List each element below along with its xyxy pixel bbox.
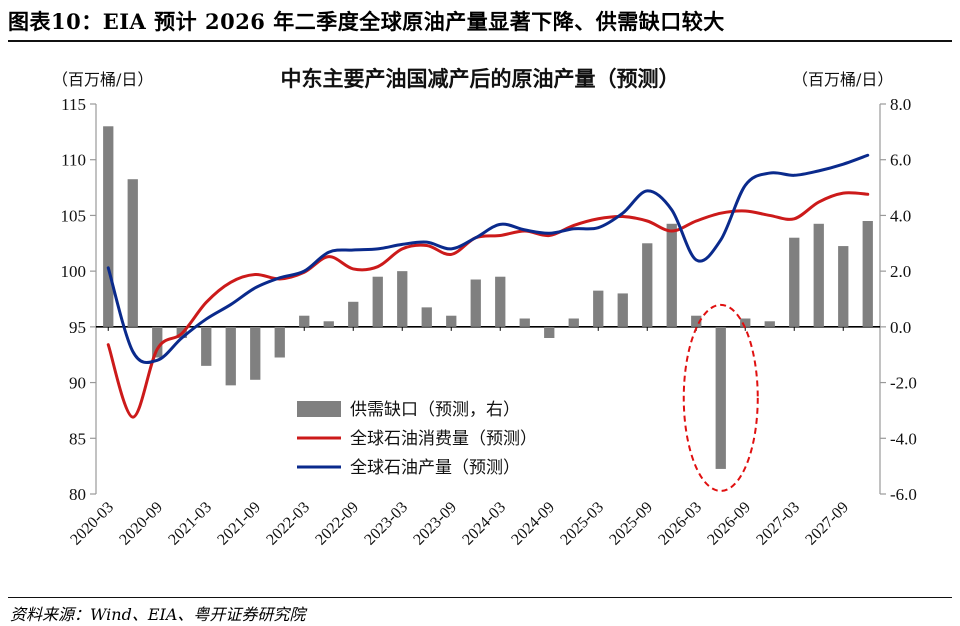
x-tick-label: 2025-03	[557, 499, 607, 549]
legend: 供需缺口（预测，右） 全球石油消费量（预测） 全球石油产量（预测）	[297, 400, 537, 478]
gap-bar	[813, 223, 824, 327]
gap-bar	[421, 307, 432, 327]
bar-series-group	[103, 126, 873, 469]
gap-bar	[152, 326, 163, 358]
gap-bar	[617, 293, 628, 327]
right-tick-label: -4.0	[890, 429, 917, 448]
gap-bar	[740, 318, 751, 327]
gap-bar	[715, 326, 726, 469]
gap-bar	[348, 301, 359, 327]
gap-bar	[519, 318, 530, 327]
gap-bar	[691, 315, 702, 327]
x-tick-label: 2025-09	[606, 499, 656, 549]
right-tick-label: -2.0	[890, 374, 917, 393]
x-tick-label: 2023-03	[361, 499, 411, 549]
x-tick-label: 2026-09	[704, 499, 754, 549]
left-tick-label: 110	[61, 151, 86, 170]
gap-bar	[103, 126, 114, 327]
legend-label-production: 全球石油产量（预测）	[350, 458, 520, 478]
footer-rule	[8, 597, 952, 598]
gap-bar	[544, 326, 555, 338]
legend-swatch-gap	[297, 401, 341, 417]
x-tick-label: 2027-03	[753, 499, 803, 549]
gap-bar	[201, 326, 212, 366]
x-tick-label: 2021-09	[214, 499, 264, 549]
x-tick-label: 2020-09	[116, 499, 166, 549]
right-tick-label: 8.0	[890, 95, 911, 114]
x-tick-label: 2021-03	[165, 499, 215, 549]
right-tick-label: 0.0	[890, 318, 911, 337]
chart-title: 中东主要产油国减产后的原油产量（预测）	[281, 67, 680, 91]
right-unit-label: （百万桶/日）	[792, 70, 893, 89]
gap-bar	[299, 315, 310, 327]
gap-bar	[274, 326, 285, 358]
x-tick-label: 2023-09	[410, 499, 460, 549]
x-tick-label: 2027-09	[802, 499, 852, 549]
title-rule	[8, 40, 952, 42]
left-tick-label: 90	[69, 374, 86, 393]
left-tick-label: 105	[61, 206, 87, 225]
gap-bar	[250, 326, 261, 380]
gap-bar	[446, 315, 457, 327]
gap-bar	[862, 221, 873, 327]
gap-bar	[838, 246, 849, 327]
consumption-line	[106, 191, 870, 419]
x-tick-label: 2020-03	[67, 499, 117, 549]
legend-label-consumption: 全球石油消费量（预测）	[350, 429, 537, 449]
left-tick-label: 85	[69, 429, 86, 448]
x-tick-label: 2022-03	[263, 499, 313, 549]
gap-bar	[789, 237, 800, 327]
gap-bar	[127, 179, 138, 327]
x-tick-label: 2022-09	[312, 499, 362, 549]
x-tick-label: 2024-03	[459, 499, 509, 549]
gap-bar	[323, 321, 334, 327]
x-tick-label: 2024-09	[508, 499, 558, 549]
left-tick-label: 115	[61, 95, 86, 114]
line-series-group	[106, 153, 870, 419]
gap-bar	[666, 223, 677, 327]
gap-bar	[593, 290, 604, 327]
left-tick-label: 95	[69, 318, 86, 337]
gap-bar	[397, 271, 408, 327]
right-tick-label: -6.0	[890, 485, 917, 504]
gap-bar	[225, 326, 236, 386]
figure-title: 图表10：EIA 预计 2026 年二季度全球原油产量显著下降、供需缺口较大	[8, 9, 725, 34]
left-tick-label: 80	[69, 485, 86, 504]
labels-group: 80 85 90 95 100 105 110 115 -6.0 -4.0 -2.0 0.0 2.0 4.…	[61, 95, 917, 549]
gap-bar	[495, 276, 506, 327]
legend-label-gap: 供需缺口（预测，右）	[350, 400, 520, 420]
right-tick-label: 4.0	[890, 206, 911, 225]
gap-bar	[764, 321, 775, 327]
left-tick-label: 100	[61, 262, 87, 281]
gap-bar	[568, 318, 579, 327]
x-tick-label: 2026-03	[655, 499, 705, 549]
gap-bar	[470, 279, 481, 327]
left-unit-label: （百万桶/日）	[52, 70, 153, 89]
right-tick-label: 6.0	[890, 151, 911, 170]
gap-bar	[372, 276, 383, 327]
production-line	[106, 153, 870, 365]
gap-bar	[642, 243, 653, 327]
source-note: 资料来源：Wind、EIA、粤开证券研究院	[10, 605, 306, 624]
gap-highlight-ellipse	[682, 303, 759, 492]
right-tick-label: 2.0	[890, 262, 911, 281]
